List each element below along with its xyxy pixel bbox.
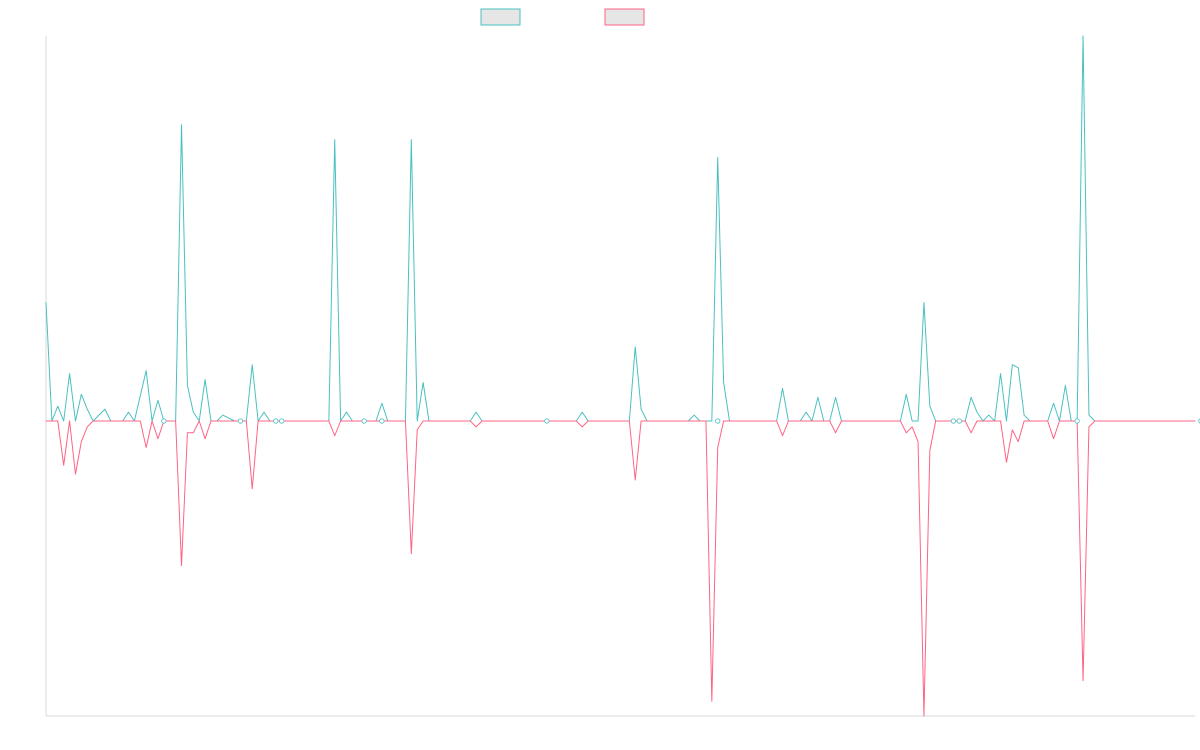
point-marker [950, 418, 957, 424]
plot-area [45, 35, 1200, 717]
series-line-2 [45, 420, 1196, 717]
point-marker [379, 418, 385, 424]
axes [45, 36, 1195, 717]
point-marker [279, 418, 285, 424]
point-marker [715, 418, 721, 424]
point-marker [544, 418, 550, 424]
point-marker [1074, 418, 1080, 424]
legend-swatch-series-2[interactable] [604, 8, 645, 26]
legend-swatch-series-1[interactable] [480, 8, 521, 26]
series-line-1 [45, 35, 1196, 422]
point-marker [273, 418, 279, 424]
legend [480, 8, 645, 26]
point-marker [956, 418, 962, 424]
point-marker [237, 418, 244, 424]
point-marker [161, 418, 167, 424]
point-marker [361, 418, 367, 424]
